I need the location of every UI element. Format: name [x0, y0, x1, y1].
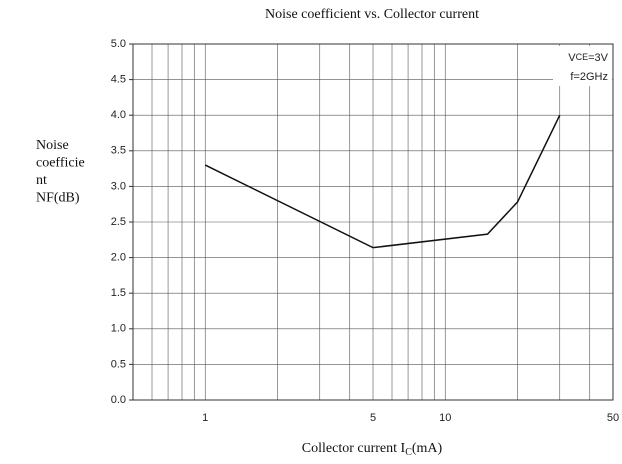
- x-tick-label: 10: [439, 412, 451, 424]
- annotation-text: V: [568, 52, 576, 64]
- y-tick-label: 2.0: [111, 252, 126, 264]
- plot-frame: [132, 43, 614, 401]
- x-tick-label: 50: [607, 412, 619, 424]
- annotation: f=2GHz: [570, 71, 608, 83]
- x-label-sub: C: [405, 447, 412, 458]
- annotation-text: =3V: [588, 52, 609, 64]
- x-label-text: (mA): [412, 441, 443, 456]
- y-tick-label: 2.5: [111, 216, 126, 228]
- x-tick-label: 5: [370, 412, 376, 424]
- y-axis-label: coefficie: [36, 156, 85, 171]
- data-line: [204, 114, 561, 249]
- y-tick-label: 0.0: [111, 394, 126, 406]
- y-tick-label: 3.5: [111, 145, 126, 157]
- y-tick-label: 4.5: [111, 74, 126, 86]
- x-label-text: Collector current I: [302, 441, 406, 456]
- x-tick-label: 1: [202, 412, 208, 424]
- y-tick-label: 0.5: [111, 358, 126, 370]
- annotation-sub: CE: [576, 52, 589, 62]
- y-tick-label: 1.5: [111, 287, 126, 299]
- y-axis-label: Noise: [36, 138, 69, 153]
- y-tick-label: 5.0: [111, 38, 126, 50]
- annotation-box: [553, 46, 612, 86]
- x-axis-label: Collector current IC(mA): [302, 441, 443, 458]
- chart-title: Noise coefficient vs. Collector current: [265, 7, 479, 22]
- grid: [132, 43, 614, 401]
- y-axis-label: NF(dB): [36, 191, 80, 206]
- y-axis-label: nt: [36, 173, 47, 188]
- y-tick-label: 3.0: [111, 180, 126, 192]
- y-tick-label: 4.0: [111, 109, 126, 121]
- annotation: VCE=3V: [568, 52, 608, 64]
- y-tick-label: 1.0: [111, 323, 126, 335]
